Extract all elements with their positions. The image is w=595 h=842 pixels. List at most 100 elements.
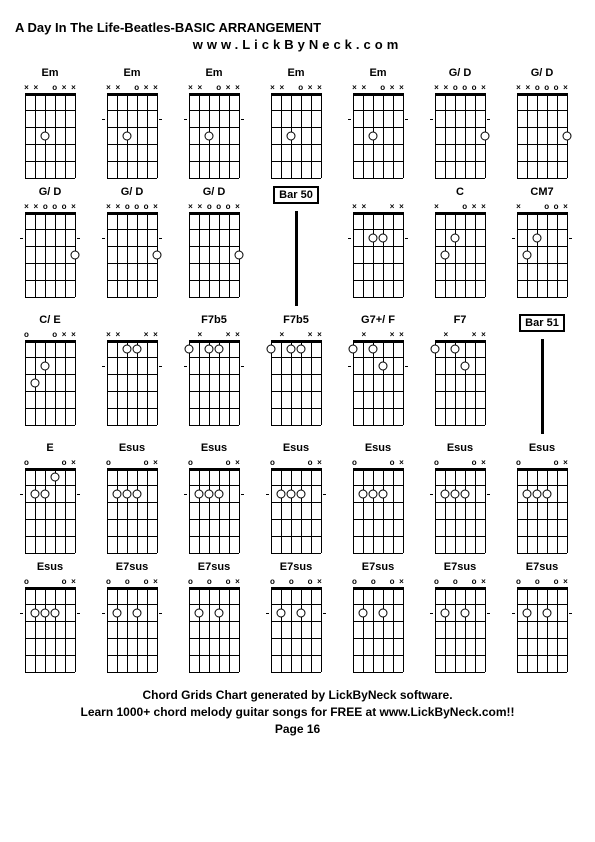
fret-line: [435, 425, 485, 426]
string-markers: oo×: [22, 577, 78, 587]
chord-cell: E7susooo×: [343, 561, 413, 672]
marker: [31, 458, 40, 468]
marker: ×: [359, 202, 368, 212]
fret-line: [271, 672, 321, 673]
chord-name: C: [456, 186, 464, 200]
string-markers: ×××: [350, 330, 406, 340]
string-line: [311, 587, 312, 672]
marker: o: [142, 577, 151, 587]
nut: [271, 93, 321, 96]
finger-dot: [133, 344, 142, 353]
finger-dot: [523, 608, 532, 617]
marker: [523, 202, 532, 212]
string-line: [199, 587, 200, 672]
fret-line: [189, 263, 239, 264]
marker: ×: [151, 458, 160, 468]
footer-line-1: Chord Grids Chart generated by LickByNec…: [15, 687, 580, 704]
fret-line: [435, 246, 485, 247]
marker: o: [552, 458, 561, 468]
string-line: [465, 468, 466, 553]
marker: o: [224, 577, 233, 587]
marker: o: [552, 202, 561, 212]
chord-diagram: ooo×: [104, 577, 160, 672]
chord-name: Em: [287, 67, 304, 81]
nut: [107, 212, 157, 215]
fret-line: [435, 502, 485, 503]
string-line: [199, 212, 200, 297]
marker: [460, 577, 469, 587]
chord-name: G/ D: [121, 186, 144, 200]
string-markers: ××ooo×: [432, 83, 488, 93]
marker: ×: [306, 83, 315, 93]
side-tick: [20, 494, 23, 495]
chord-cell: E7susooo×: [261, 561, 331, 672]
chord-cell: Esusoo×: [15, 561, 85, 672]
nut: [189, 212, 239, 215]
nut: [25, 587, 75, 590]
chord-name: F7b5: [283, 314, 309, 328]
marker: ×: [104, 330, 113, 340]
marker: o: [104, 458, 113, 468]
chord-diagram: ×××: [268, 330, 324, 425]
marker: [50, 577, 59, 587]
marker: ×: [561, 83, 570, 93]
string-line: [435, 468, 436, 553]
fret-line: [189, 144, 239, 145]
marker: o: [186, 458, 195, 468]
marker: o: [50, 330, 59, 340]
marker: o: [60, 458, 69, 468]
nut: [517, 587, 567, 590]
finger-dot: [215, 489, 224, 498]
side-tick: [159, 119, 162, 120]
string-line: [127, 212, 128, 297]
string-line: [383, 468, 384, 553]
string-markers: oo×: [268, 458, 324, 468]
marker: [123, 458, 132, 468]
fret-line: [189, 621, 239, 622]
marker: ×: [233, 577, 242, 587]
marker: [451, 330, 460, 340]
marker: o: [132, 83, 141, 93]
fret-line: [517, 178, 567, 179]
nut: [517, 93, 567, 96]
string-line: [517, 212, 518, 297]
marker: o: [132, 202, 141, 212]
marker: ×: [224, 330, 233, 340]
marker: [432, 330, 441, 340]
marker: ×: [479, 458, 488, 468]
marker: o: [186, 577, 195, 587]
chord-cell: E7susooo×: [425, 561, 495, 672]
marker: o: [22, 458, 31, 468]
chord-cell: Esusoo×: [261, 442, 331, 553]
fret-line: [107, 536, 157, 537]
fret-line: [25, 655, 75, 656]
marker: ×: [69, 577, 78, 587]
fret-line: [189, 536, 239, 537]
nut: [25, 340, 75, 343]
marker: ×: [31, 202, 40, 212]
fret-line: [517, 127, 567, 128]
chord-cell: E7susooo×: [97, 561, 167, 672]
fret-line: [107, 391, 157, 392]
chord-cell: Em××o××: [261, 67, 331, 178]
marker: o: [142, 458, 151, 468]
marker: o: [296, 83, 305, 93]
fretboard: [353, 93, 403, 178]
chord-diagram: oo×: [186, 458, 242, 553]
string-line: [189, 93, 190, 178]
marker: [369, 330, 378, 340]
side-tick: [159, 366, 162, 367]
fret-line: [107, 110, 157, 111]
string-line: [301, 93, 302, 178]
chord-diagram: ooo×: [268, 577, 324, 672]
chord-diagram: ××o××: [186, 83, 242, 178]
string-line: [219, 212, 220, 297]
finger-dot: [123, 344, 132, 353]
fret-line: [353, 536, 403, 537]
string-line: [281, 340, 282, 425]
string-line: [219, 587, 220, 672]
string-line: [363, 340, 364, 425]
chord-cell: ××××: [97, 314, 167, 434]
nut: [517, 212, 567, 215]
fret-line: [107, 127, 157, 128]
